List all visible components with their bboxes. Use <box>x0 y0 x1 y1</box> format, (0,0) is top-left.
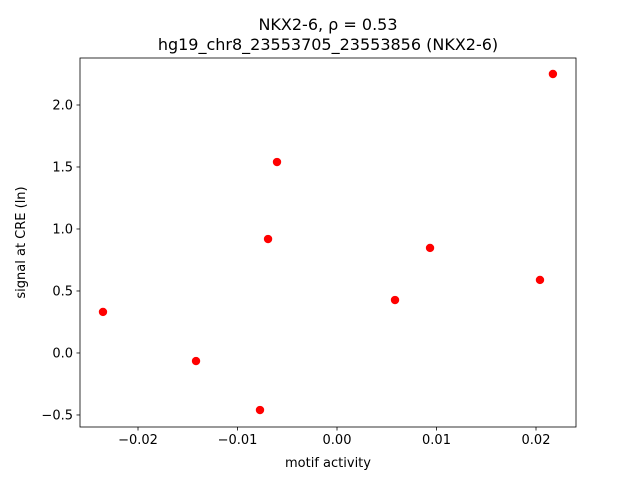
chart-title: NKX2-6, ρ = 0.53 <box>258 15 397 34</box>
x-tick-label: 0.01 <box>422 433 451 448</box>
y-tick-label: 0.5 <box>52 284 73 299</box>
chart-subtitle: hg19_chr8_23553705_23553856 (NKX2-6) <box>158 35 498 55</box>
x-tick-label: 0.02 <box>522 433 551 448</box>
x-axis-label: motif activity <box>285 456 371 471</box>
y-tick-label: 1.5 <box>52 160 73 175</box>
y-tick-label: 1.0 <box>52 222 73 237</box>
x-tick-label: −0.01 <box>218 433 258 448</box>
point <box>191 356 201 366</box>
y-tick-label: −0.5 <box>41 408 73 423</box>
point <box>390 295 400 305</box>
point <box>425 243 435 253</box>
x-tick-label: −0.02 <box>118 433 158 448</box>
point <box>263 234 273 244</box>
plot-frame <box>79 57 577 428</box>
point <box>535 275 545 285</box>
y-tick-label: 0.0 <box>52 346 73 361</box>
point <box>548 69 558 79</box>
x-tick-label: 0.00 <box>323 433 352 448</box>
point <box>255 405 265 415</box>
point <box>272 157 282 167</box>
point <box>98 307 108 317</box>
y-axis-label: signal at CRE (ln) <box>14 186 29 298</box>
y-tick-label: 2.0 <box>52 98 73 113</box>
